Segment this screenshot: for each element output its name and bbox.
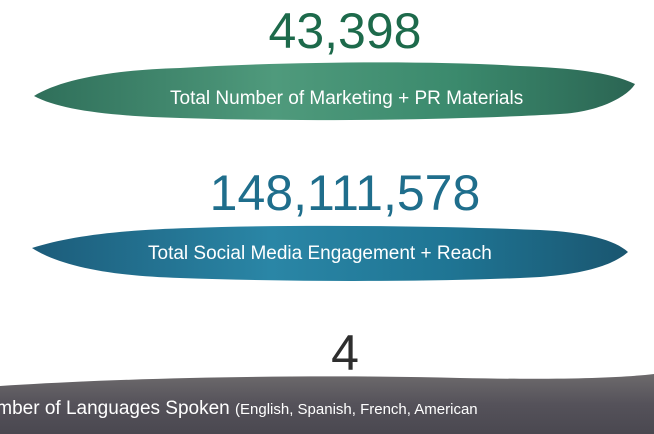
stat-label: Number of Languages Spoken	[0, 398, 230, 419]
stat-label: Total Number of Marketing + PR Materials	[170, 88, 523, 110]
stat-value: 148,111,578	[0, 168, 654, 218]
stat-value: 4	[0, 328, 654, 378]
page: 43,398 Total Number of Marketing + PR Ma…	[0, 0, 654, 434]
stat-label: Total Social Media Engagement + Reach	[148, 243, 492, 265]
stat-label-row: Number of Languages Spoken (English, Spa…	[0, 398, 478, 421]
stat-note: (English, Spanish, French, American	[235, 401, 478, 418]
stat-value: 43,398	[0, 6, 654, 56]
